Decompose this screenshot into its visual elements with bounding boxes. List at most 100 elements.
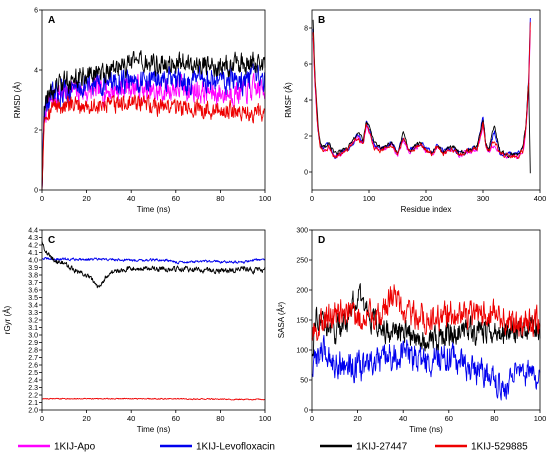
y-tick-label: 3.6 <box>28 288 38 295</box>
y-tick-label: 3.8 <box>28 273 38 280</box>
y-tick-label: 4.4 <box>28 228 38 235</box>
x-tick-label: 0 <box>40 194 44 203</box>
panel-A: 0 20 40 60 80 100 0 2 4 6 Time (ns) RMSD (Å) A <box>13 8 271 215</box>
panel-letter: B <box>318 15 325 26</box>
y-tick-label: 4.3 <box>28 235 38 242</box>
y-tick-label: 100 <box>296 348 308 355</box>
y-tick-label: 0 <box>304 170 308 177</box>
x-tick-label: 80 <box>216 414 224 423</box>
y-tick-label: 6 <box>304 62 308 69</box>
series-line-1KIJ-Apo <box>41 72 266 191</box>
series-line-1KIJ-Levofloxacin <box>41 256 266 265</box>
y-axis-label: RMSF (Å) <box>284 82 293 118</box>
legend-item: 1KIJ-529885 <box>435 442 528 453</box>
y-tick-label: 0 <box>304 408 308 415</box>
x-tick-label: 40 <box>399 414 407 423</box>
panel-D: 0 20 40 60 80 100 0 50 100 150 200 250 300 Time (ns) S… <box>277 228 546 435</box>
panel-B: 0 100 200 300 400 0 2 4 6 8 Residue index RMSF (Å) B <box>284 9 547 214</box>
y-tick-label: 3.1 <box>28 325 38 332</box>
y-tick-label: 2.7 <box>28 355 38 362</box>
y-tick-label: 3.3 <box>28 310 38 317</box>
legend-item: 1KIJ-Levofloxacin <box>160 442 275 453</box>
x-axis-label: Time (ns) <box>409 425 443 434</box>
x-tick-label: 60 <box>445 414 453 423</box>
x-tick-label: 20 <box>353 414 361 423</box>
x-tick-label: 200 <box>420 194 433 203</box>
y-tick-label: 2.3 <box>28 385 38 392</box>
panel-letter: D <box>318 235 325 246</box>
y-tick-label: 4 <box>304 98 308 105</box>
y-tick-label: 2 <box>304 134 308 141</box>
panel-letter: C <box>48 235 55 246</box>
y-tick-label: 6 <box>34 8 38 15</box>
y-tick-label: 3.2 <box>28 318 38 325</box>
y-tick-label: 8 <box>304 26 308 33</box>
y-tick-label: 2.8 <box>28 348 38 355</box>
plot-frame <box>41 229 266 411</box>
x-tick-label: 80 <box>490 414 498 423</box>
x-tick-label: 400 <box>534 194 547 203</box>
plot-frame <box>41 9 266 191</box>
y-tick-label: 3.4 <box>28 303 38 310</box>
series-line-1KIJ-Levofloxacin <box>311 334 541 401</box>
y-tick-label: 250 <box>296 258 308 265</box>
y-tick-label: 2 <box>34 128 38 135</box>
x-tick-label: 100 <box>534 414 547 423</box>
y-tick-label: 200 <box>296 288 308 295</box>
y-tick-label: 3.9 <box>28 265 38 272</box>
x-tick-label: 40 <box>127 414 135 423</box>
legend-label: 1KIJ-27447 <box>356 442 408 453</box>
series-line-1KIJ-27447 <box>41 50 266 191</box>
y-tick-label: 0 <box>34 188 38 195</box>
y-tick-label: 4 <box>34 68 38 75</box>
y-tick-label: 3.0 <box>28 333 38 340</box>
y-tick-label: 4.0 <box>28 258 38 265</box>
y-axis-label: SASA (Å²) <box>277 301 286 338</box>
y-tick-label: 2.5 <box>28 370 38 377</box>
series-line-1KIJ-Levofloxacin <box>41 63 266 191</box>
x-tick-label: 100 <box>363 194 376 203</box>
legend-item: 1KIJ-Apo <box>18 442 96 453</box>
y-tick-label: 3.7 <box>28 280 38 287</box>
y-tick-label: 2.1 <box>28 400 38 407</box>
y-tick-label: 300 <box>296 228 308 235</box>
series-line-1KIJ-529885 <box>41 94 266 191</box>
series-line-1KIJ-529885 <box>41 397 266 401</box>
x-tick-label: 60 <box>172 194 180 203</box>
legend-label: 1KIJ-Levofloxacin <box>196 442 275 453</box>
x-tick-label: 300 <box>477 194 490 203</box>
legend-label: 1KIJ-529885 <box>471 442 528 453</box>
series-line-1KIJ-529885 <box>312 22 531 159</box>
y-tick-label: 4.1 <box>28 250 38 257</box>
x-tick-label: 100 <box>259 414 272 423</box>
x-axis-label: Residue index <box>401 205 452 214</box>
y-tick-label: 2.4 <box>28 378 38 385</box>
x-axis-label: Time (ns) <box>137 205 171 214</box>
y-tick-label: 2.9 <box>28 340 38 347</box>
series-line-1KIJ-27447 <box>311 283 541 357</box>
x-tick-label: 40 <box>127 194 135 203</box>
series-line-1KIJ-27447 <box>41 241 266 289</box>
x-tick-label: 100 <box>259 194 272 203</box>
series-line-1KIJ-Levofloxacin <box>312 17 531 159</box>
panel-C: 0 20 40 60 80 100 2.02.12.22.32.42.52.62.72.82… <box>3 228 271 435</box>
x-tick-label: 20 <box>82 194 90 203</box>
x-tick-label: 60 <box>172 414 180 423</box>
series-line-1KIJ-529885 <box>311 284 541 342</box>
y-axis-label: rGyr (Å) <box>3 305 12 334</box>
x-tick-label: 0 <box>310 414 314 423</box>
x-tick-label: 20 <box>82 414 90 423</box>
y-tick-label: 4.2 <box>28 243 38 250</box>
legend-label: 1KIJ-Apo <box>54 442 96 453</box>
y-axis-label: RMSD (Å) <box>13 81 22 118</box>
x-tick-label: 80 <box>216 194 224 203</box>
panel-letter: A <box>48 15 55 26</box>
y-tick-label: 3.5 <box>28 295 38 302</box>
y-tick-label: 2.2 <box>28 393 38 400</box>
plot-frame <box>311 9 541 191</box>
x-tick-label: 0 <box>310 194 314 203</box>
y-tick-label: 50 <box>300 378 308 385</box>
y-tick-label: 2.6 <box>28 363 38 370</box>
y-tick-label: 150 <box>296 318 308 325</box>
